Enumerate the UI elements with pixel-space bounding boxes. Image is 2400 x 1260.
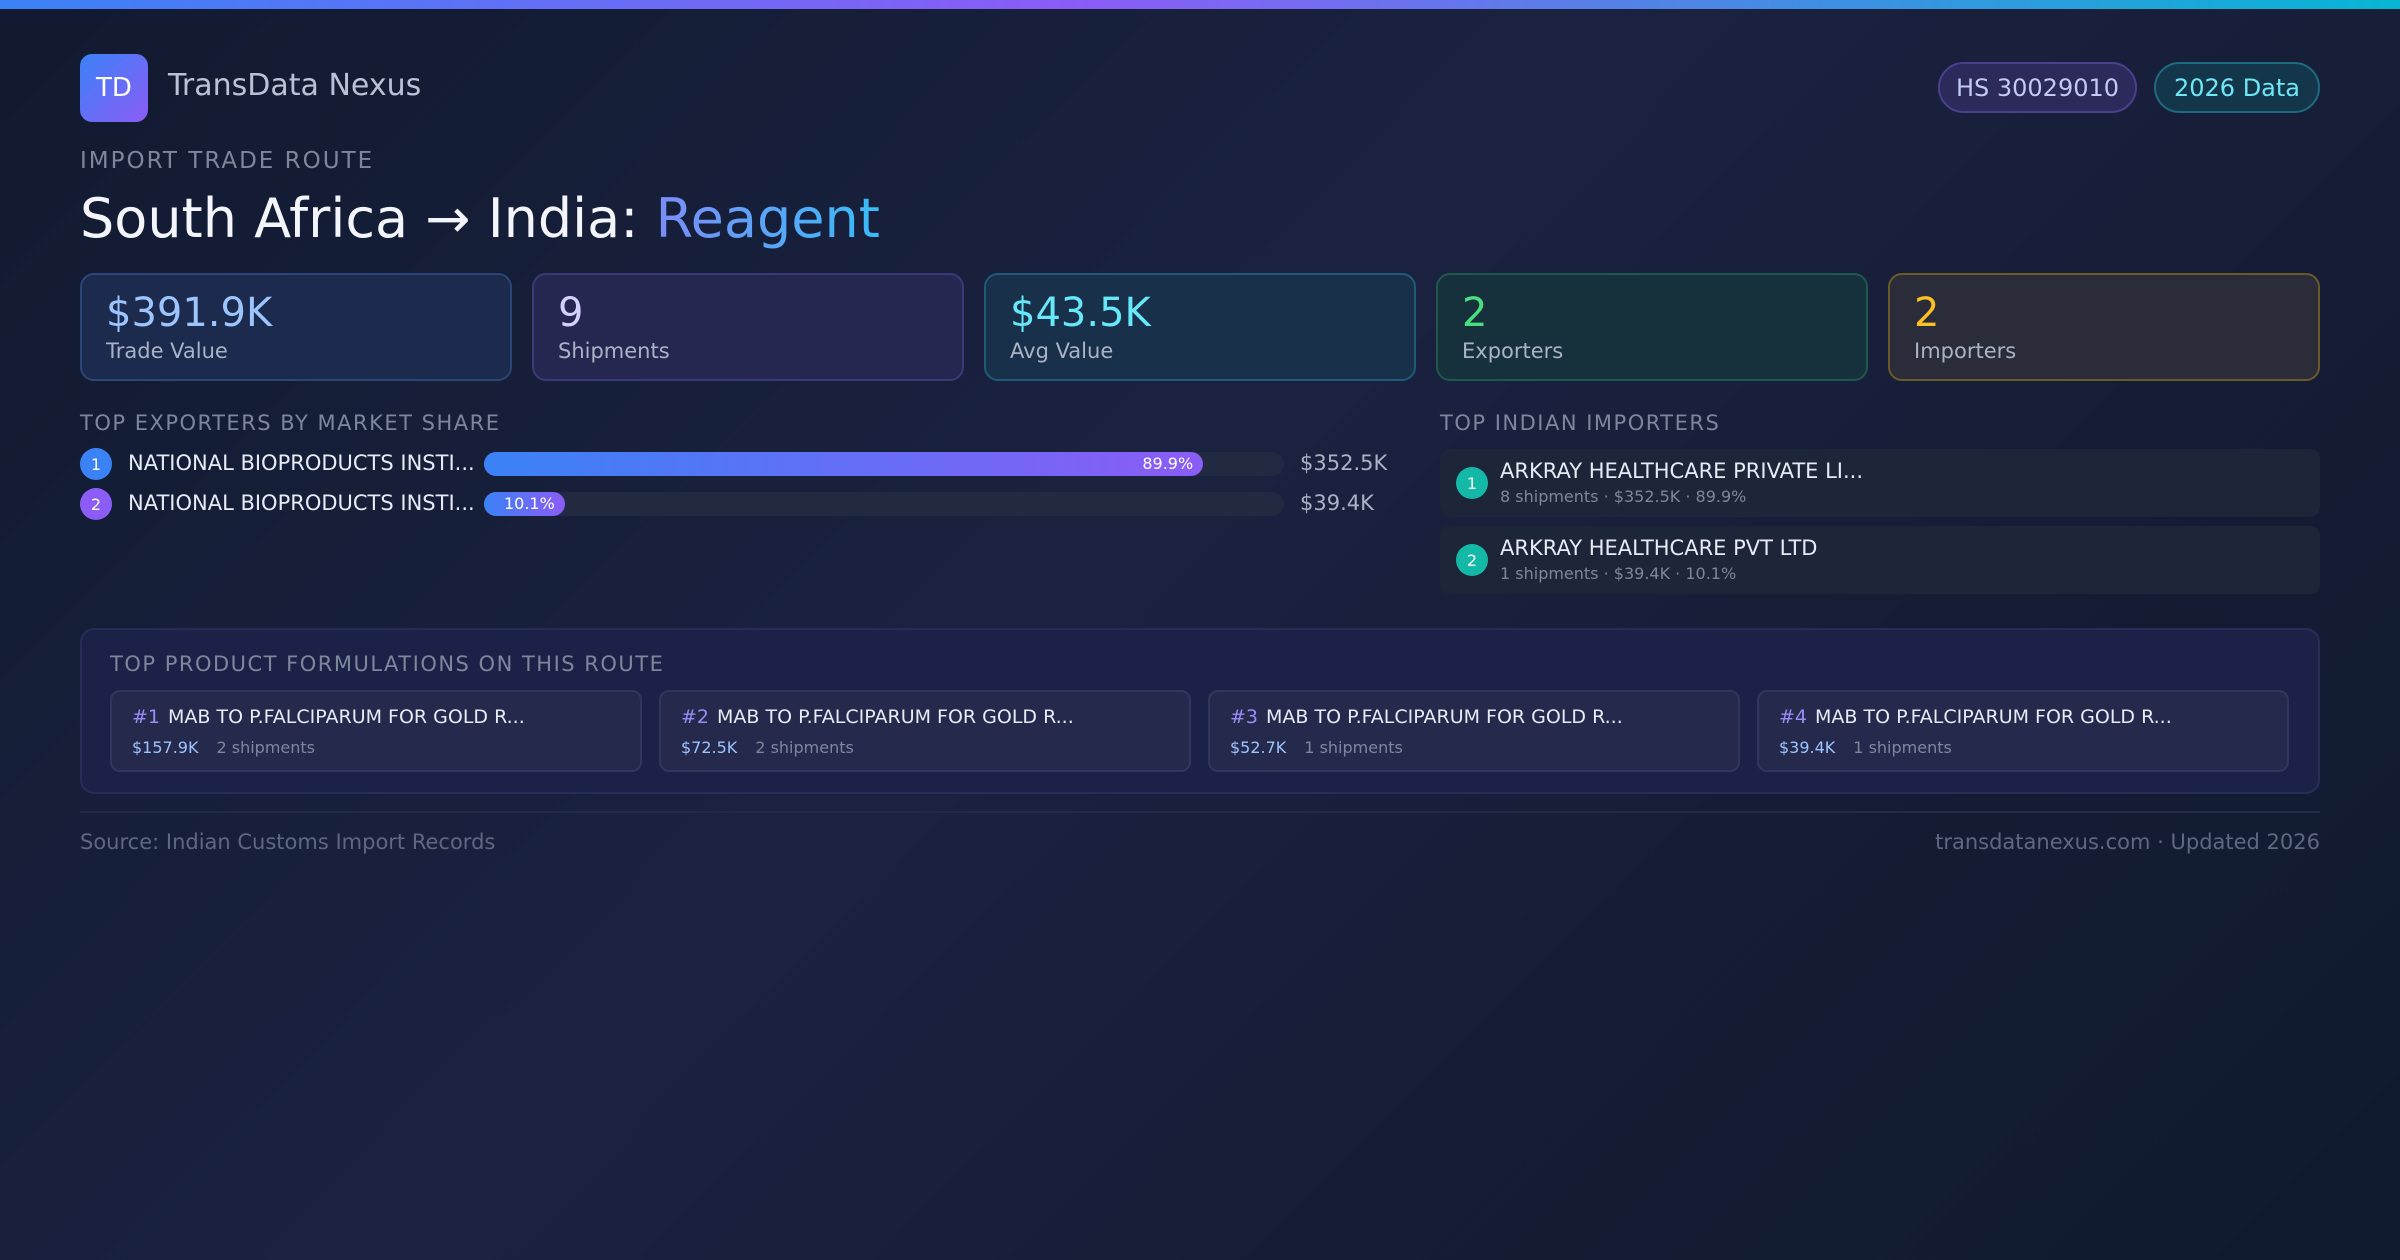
formulation-name: MAB TO P.FALCIPARUM FOR GOLD R... [1266, 706, 1623, 728]
top-accent-bar [0, 0, 2400, 9]
formulation-name: MAB TO P.FALCIPARUM FOR GOLD R... [168, 706, 525, 728]
hs-code-badge: HS 30029010 [1938, 62, 2137, 113]
formulation-title: #2 MAB TO P.FALCIPARUM FOR GOLD R... [681, 706, 1074, 728]
exporter-row[interactable]: 2 NATIONAL BIOPRODUCTS INSTI... 10.1% $3… [80, 487, 1380, 521]
share-percent: 89.9% [1142, 454, 1194, 473]
formulation-card[interactable]: #2 MAB TO P.FALCIPARUM FOR GOLD R... $72.… [659, 690, 1191, 772]
importer-card[interactable]: 2 ARKRAY HEALTHCARE PVT LTD 1 shipments … [1440, 526, 2320, 594]
formulation-count: 1 shipments [1304, 738, 1403, 757]
route-eyebrow: IMPORT TRADE ROUTE [80, 148, 375, 174]
stat-value: 9 [558, 290, 584, 336]
formulation-card[interactable]: #3 MAB TO P.FALCIPARUM FOR GOLD R... $52.… [1208, 690, 1740, 772]
formulation-card[interactable]: #1 MAB TO P.FALCIPARUM FOR GOLD R... $157… [110, 690, 642, 772]
footer-source: Source: Indian Customs Import Records [80, 830, 496, 854]
stat-value: 2 [1462, 290, 1488, 336]
formulation-name: MAB TO P.FALCIPARUM FOR GOLD R... [717, 706, 1074, 728]
formulations-panel: TOP PRODUCT FORMULATIONS ON THIS ROUTE #… [80, 628, 2320, 794]
formulation-meta: $157.9K 2 shipments [132, 738, 315, 757]
stat-label: Importers [1914, 339, 2017, 363]
importers-heading: TOP INDIAN IMPORTERS [1440, 411, 1721, 435]
exporter-row[interactable]: 1 NATIONAL BIOPRODUCTS INSTI... 89.9% $3… [80, 447, 1387, 481]
stat-card-trade-value: $391.9K Trade Value [80, 273, 512, 381]
footer-site[interactable]: transdatanexus.com · Updated 2026 [1935, 830, 2320, 854]
stat-value: 2 [1914, 290, 1940, 336]
share-bar-fill [484, 492, 565, 516]
formulation-title: #1 MAB TO P.FALCIPARUM FOR GOLD R... [132, 706, 525, 728]
importer-meta: 8 shipments · $352.5K · 89.9% [1500, 487, 1747, 506]
page-title: South Africa → India: Reagent [80, 187, 880, 250]
formulation-count: 1 shipments [1853, 738, 1952, 757]
formulation-title: #3 MAB TO P.FALCIPARUM FOR GOLD R... [1230, 706, 1623, 728]
title-product: Reagent [655, 187, 880, 250]
rank-badge: 1 [80, 448, 112, 480]
stat-card-avg-value: $43.5K Avg Value [984, 273, 1416, 381]
formulation-title: #4 MAB TO P.FALCIPARUM FOR GOLD R... [1779, 706, 2172, 728]
rank-badge: 2 [80, 488, 112, 520]
exporter-name: NATIONAL BIOPRODUCTS INSTI... [128, 491, 475, 515]
formulations-heading: TOP PRODUCT FORMULATIONS ON THIS ROUTE [110, 652, 665, 676]
formulation-value: $52.7K [1230, 738, 1287, 757]
brand-name[interactable]: TransData Nexus [168, 68, 422, 103]
stat-value: $391.9K [106, 290, 273, 336]
stat-label: Trade Value [106, 339, 228, 363]
stat-label: Exporters [1462, 339, 1564, 363]
share-percent: 10.1% [503, 494, 555, 513]
stat-card-shipments: 9 Shipments [532, 273, 964, 381]
share-bar-fill [484, 452, 1204, 476]
exporter-value: $352.5K [1300, 451, 1388, 475]
formulation-value: $72.5K [681, 738, 738, 757]
stat-value: $43.5K [1010, 290, 1151, 336]
formulation-name: MAB TO P.FALCIPARUM FOR GOLD R... [1815, 706, 2172, 728]
stat-label: Shipments [558, 339, 670, 363]
rank-badge: 2 [1456, 544, 1488, 576]
stat-label: Avg Value [1010, 339, 1114, 363]
formulation-count: 2 shipments [216, 738, 316, 757]
importer-meta: 1 shipments · $39.4K · 10.1% [1500, 564, 1737, 583]
exporters-heading: TOP EXPORTERS BY MARKET SHARE [80, 411, 501, 435]
rank-badge: 1 [1456, 467, 1488, 499]
header: TD TransData Nexus HS 30029010 2026 Data [80, 54, 2320, 122]
formulation-value: $39.4K [1779, 738, 1836, 757]
formulation-meta: $39.4K 1 shipments [1779, 738, 1952, 757]
formulation-rank: #1 [132, 706, 161, 728]
exporter-name: NATIONAL BIOPRODUCTS INSTI... [128, 451, 475, 475]
formulation-meta: $72.5K 2 shipments [681, 738, 854, 757]
importer-name: ARKRAY HEALTHCARE PVT LTD [1500, 536, 1818, 560]
formulation-card[interactable]: #4 MAB TO P.FALCIPARUM FOR GOLD R... $39.… [1757, 690, 2289, 772]
stat-card-exporters: 2 Exporters [1436, 273, 1868, 381]
formulation-meta: $52.7K 1 shipments [1230, 738, 1403, 757]
importer-card[interactable]: 1 ARKRAY HEALTHCARE PRIVATE LI... 8 ship… [1440, 449, 2320, 517]
formulation-rank: #4 [1779, 706, 1808, 728]
share-bar-track: 10.1% [484, 492, 1284, 516]
formulation-rank: #3 [1230, 706, 1259, 728]
share-bar-track: 89.9% [484, 452, 1284, 476]
importer-name: ARKRAY HEALTHCARE PRIVATE LI... [1500, 459, 1864, 483]
data-year-badge: 2026 Data [2154, 62, 2320, 113]
title-route: South Africa → India: [80, 187, 656, 250]
formulation-rank: #2 [681, 706, 710, 728]
formulation-value: $157.9K [132, 738, 199, 757]
footer-divider [80, 811, 2320, 813]
exporter-value: $39.4K [1300, 491, 1374, 515]
formulation-count: 2 shipments [755, 738, 854, 757]
brand-logo[interactable]: TD [80, 54, 148, 122]
stat-card-importers: 2 Importers [1888, 273, 2320, 381]
